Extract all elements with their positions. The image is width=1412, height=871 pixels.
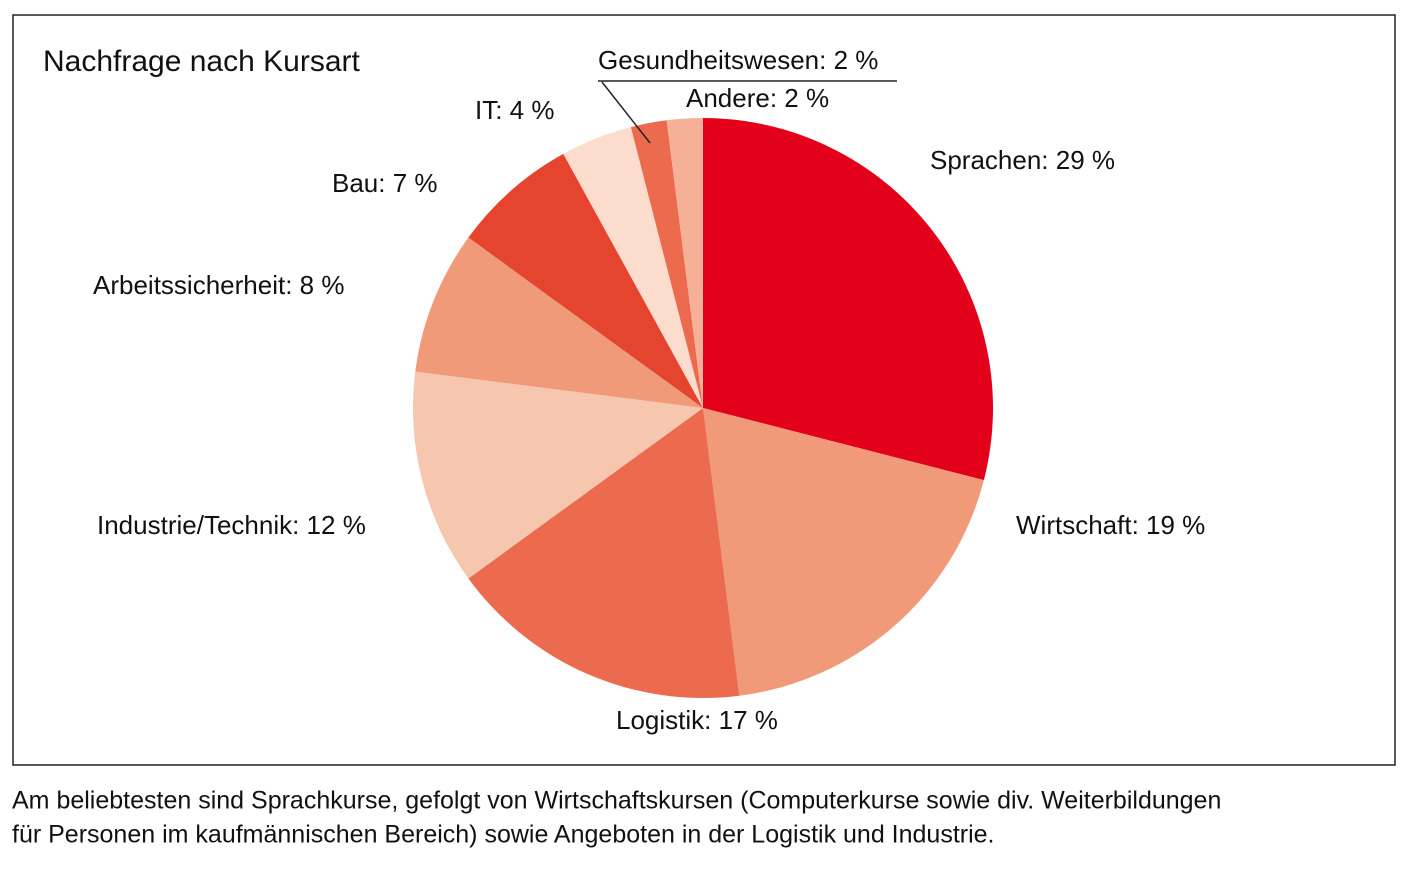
slice-label: IT: 4 %: [475, 95, 554, 125]
slice-label: Andere: 2 %: [686, 83, 829, 113]
pie-slice: [468, 408, 740, 698]
slice-label: Bau: 7 %: [332, 168, 438, 198]
caption: für Personen im kaufmännischen Bereich) …: [12, 821, 995, 849]
pie-slice: [415, 237, 703, 408]
pie-slice: [666, 118, 703, 408]
slice-label: Arbeitssicherheit: 8 %: [93, 270, 344, 300]
pie-slice: [468, 153, 703, 408]
pie-slice: [703, 118, 993, 481]
pie-slice: [630, 120, 703, 408]
slice-label: Logistik: 17 %: [616, 705, 778, 735]
frame: [12, 14, 1396, 766]
caption: Am beliebtesten sind Sprachkurse, gefolg…: [12, 787, 1221, 815]
pie-slice: [703, 408, 984, 696]
pie-slice: [413, 371, 703, 579]
chart-title: Nachfrage nach Kursart: [43, 45, 360, 78]
leader-line: [601, 81, 651, 144]
slice-label: Industrie/Technik: 12 %: [97, 510, 366, 540]
slice-label: Sprachen: 29 %: [930, 145, 1115, 175]
slice-label: Gesundheitswesen: 2 %: [598, 45, 878, 75]
slice-label: Wirtschaft: 19 %: [1016, 510, 1205, 540]
pie-slice: [563, 127, 703, 408]
